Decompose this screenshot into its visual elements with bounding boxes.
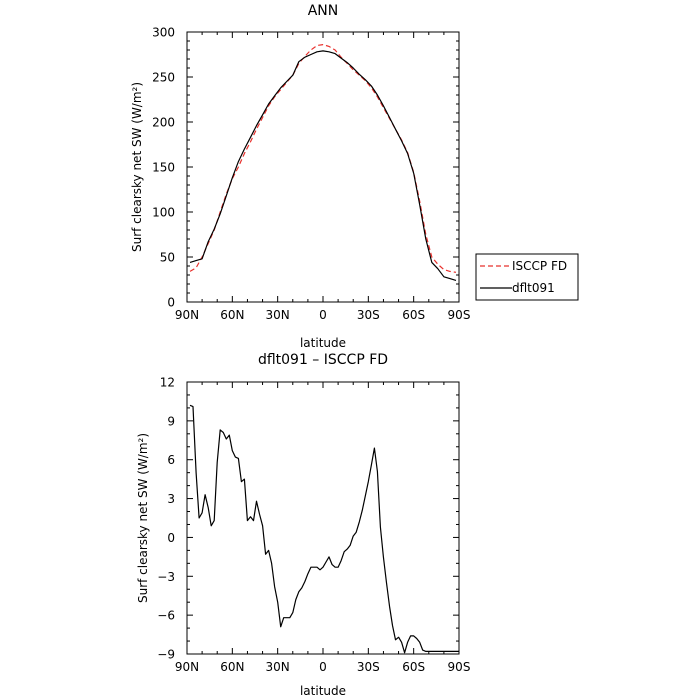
top-y-tick-label: 200 bbox=[152, 116, 175, 130]
bottom-x-tick-label: 0 bbox=[319, 660, 327, 674]
top-chart-title: ANN bbox=[308, 3, 339, 19]
top-series-line-dflt091 bbox=[189, 50, 457, 281]
bottom-x-axis-label: latitude bbox=[300, 684, 346, 698]
bottom-y-tick-label: 0 bbox=[167, 531, 175, 545]
bottom-y-tick-label: 12 bbox=[160, 376, 175, 390]
bottom-y-tick-label: −3 bbox=[157, 570, 175, 584]
legend-label-isccp-fd: ISCCP FD bbox=[512, 259, 567, 273]
bottom-x-tick-label: 60N bbox=[220, 660, 244, 674]
bottom-x-tick-label: 30S bbox=[357, 660, 380, 674]
bottom-y-tick-label: −6 bbox=[157, 609, 175, 623]
top-y-tick-label: 0 bbox=[167, 296, 175, 310]
legend-box bbox=[475, 253, 579, 301]
top-x-tick-label: 60S bbox=[402, 308, 425, 322]
bottom-y-tick-label: 3 bbox=[167, 492, 175, 506]
top-y-tick-label: 250 bbox=[152, 71, 175, 85]
bottom-y-tick-label: −9 bbox=[157, 648, 175, 662]
bottom-series-line-difference bbox=[189, 404, 459, 654]
legend: ISCCP FD dflt091 bbox=[475, 253, 579, 301]
bottom-chart-panel: dflt091 – ISCCP FD 90N 60N 30N 0 30S 60S 90S −9… bbox=[136, 352, 470, 698]
legend-label-dflt091: dflt091 bbox=[512, 281, 555, 295]
bottom-chart-title: dflt091 – ISCCP FD bbox=[258, 352, 388, 368]
top-plot-frame bbox=[186, 31, 460, 303]
top-series-line-isccp-fd bbox=[189, 43, 457, 273]
top-y-axis-label: Surf clearsky net SW (W/m²) bbox=[130, 82, 144, 252]
bottom-axis-ticks: 90N 60N 30N 0 30S 60S 90S −9 −6 −3 0 3 6 9 12 bbox=[157, 376, 470, 675]
bottom-series-group bbox=[189, 404, 459, 654]
top-x-tick-label: 30S bbox=[357, 308, 380, 322]
top-x-tick-label: 30N bbox=[266, 308, 290, 322]
bottom-y-tick-label: 6 bbox=[167, 453, 175, 467]
bottom-x-tick-label: 90N bbox=[175, 660, 199, 674]
top-y-tick-label: 100 bbox=[152, 206, 175, 220]
top-x-tick-label: 60N bbox=[220, 308, 244, 322]
bottom-x-tick-label: 90S bbox=[448, 660, 471, 674]
top-y-tick-label: 150 bbox=[152, 161, 175, 175]
top-x-tick-label: 90S bbox=[448, 308, 471, 322]
top-x-tick-label: 90N bbox=[175, 308, 199, 322]
top-series-group bbox=[189, 43, 457, 281]
top-y-tick-label: 300 bbox=[152, 26, 175, 40]
top-x-tick-label: 0 bbox=[319, 308, 327, 322]
top-chart-panel: ANN 90N 60N 30N 0 30S 60S 90S 0 50 100 150 200 250 30… bbox=[130, 3, 470, 350]
top-x-axis-label: latitude bbox=[300, 336, 346, 350]
bottom-plot-frame bbox=[186, 381, 460, 655]
bottom-y-axis-label: Surf clearsky net SW (W/m²) bbox=[136, 433, 150, 603]
bottom-x-tick-label: 30N bbox=[266, 660, 290, 674]
top-y-tick-label: 50 bbox=[160, 251, 175, 265]
bottom-y-tick-label: 9 bbox=[167, 414, 175, 428]
bottom-x-tick-label: 60S bbox=[402, 660, 425, 674]
top-axis-ticks: 90N 60N 30N 0 30S 60S 90S 0 50 100 150 200 250 300 bbox=[152, 26, 470, 323]
